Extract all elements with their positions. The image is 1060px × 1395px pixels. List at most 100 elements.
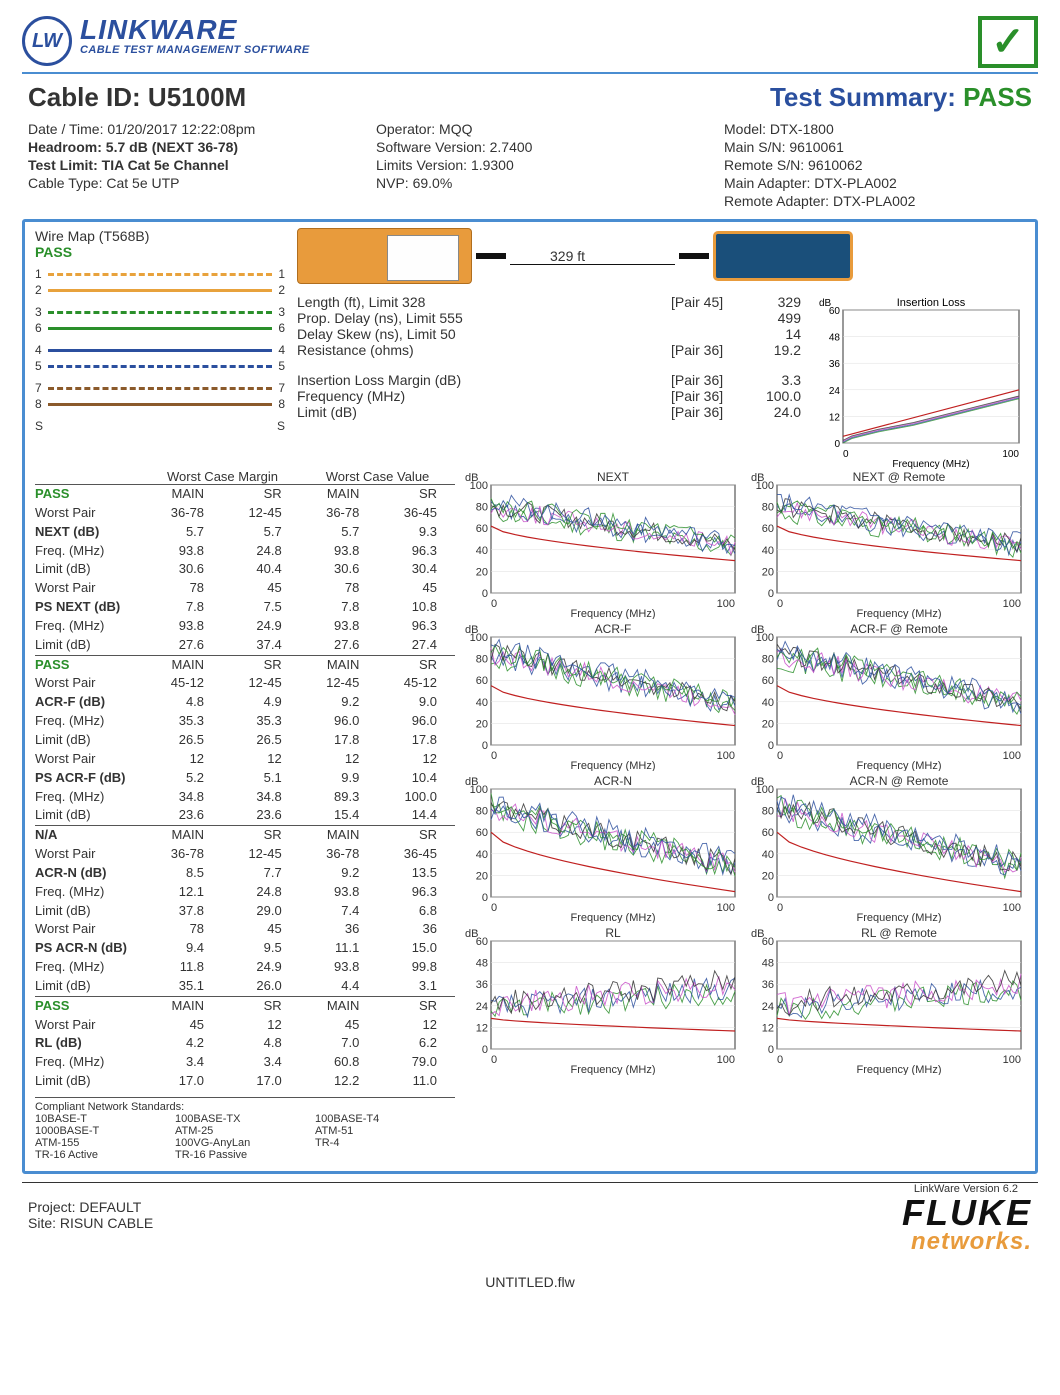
svg-text:Frequency (MHz): Frequency (MHz) (857, 912, 942, 923)
wire-row: 22 (35, 282, 285, 298)
svg-text:40: 40 (476, 545, 488, 557)
svg-text:40: 40 (762, 849, 774, 861)
svg-text:24: 24 (829, 386, 841, 397)
data-row: Freq. (MHz)93.824.893.896.3 (35, 542, 455, 561)
svg-text:40: 40 (762, 697, 774, 709)
svg-text:0: 0 (491, 1054, 497, 1066)
meta-col-3: Model: DTX-1800 Main S/N: 9610061 Remote… (724, 121, 1032, 209)
svg-text:ACR-F: ACR-F (595, 622, 632, 636)
svg-text:Frequency (MHz): Frequency (MHz) (571, 608, 656, 619)
main-tester-icon (297, 228, 472, 284)
svg-text:100: 100 (1003, 902, 1021, 914)
svg-text:0: 0 (777, 902, 783, 914)
cable-id-label: Cable ID: (28, 82, 141, 112)
acrn-remote-chart: 0204060801000Frequency (MHz)100dBACR-N @… (747, 773, 1027, 923)
testlimit-label: Test Limit: (28, 157, 98, 173)
mainsn-label: Main S/N: (724, 139, 785, 155)
remad-label: Remote Adapter: (724, 193, 829, 209)
data-row: Limit (dB)30.640.430.630.4 (35, 560, 455, 579)
measurement-row: Insertion Loss Margin (dB)[Pair 36]3.3 (297, 372, 801, 388)
meta-col-2: Operator: MQQ Software Version: 2.7400 L… (376, 121, 684, 209)
svg-text:Frequency (MHz): Frequency (MHz) (857, 760, 942, 771)
svg-text:40: 40 (762, 545, 774, 557)
datetime-label: Date / Time: (28, 121, 103, 137)
measurement-row: Frequency (MHz)[Pair 36]100.0 (297, 388, 801, 404)
compliant-row: 10BASE-T100BASE-TX100BASE-T4 (35, 1113, 455, 1125)
svg-text:0: 0 (768, 588, 774, 600)
testlimit-value: TIA Cat 5e Channel (102, 157, 229, 173)
acrf-chart: 0204060801000Frequency (MHz)100dBACR-F (461, 621, 741, 771)
data-row: ACR-F (dB)4.84.99.29.0 (35, 693, 455, 712)
svg-text:0: 0 (491, 750, 497, 762)
svg-text:80: 80 (476, 502, 488, 514)
mainad-label: Main Adapter: (724, 175, 810, 191)
svg-text:0: 0 (768, 892, 774, 904)
worst-case-value-header: Worst Case Value (300, 469, 455, 484)
svg-text:dB: dB (465, 776, 478, 788)
logo-main-text: LINKWARE (80, 16, 310, 44)
svg-text:24: 24 (476, 1001, 488, 1013)
measurement-row: Length (ft), Limit 328[Pair 45]329 (297, 294, 801, 310)
site-label: Site: (28, 1215, 56, 1231)
data-row: Worst Pair45124512 (35, 1016, 455, 1035)
operator-value: MQQ (439, 121, 472, 137)
compliant-title: Compliant Network Standards: (35, 1101, 455, 1113)
section-header-row: N/AMAINSRMAINSR (35, 825, 455, 845)
cable-id-value: U5100M (148, 82, 246, 112)
svg-text:60: 60 (476, 675, 488, 687)
linkware-logo: LW LINKWARE CABLE TEST MANAGEMENT SOFTWA… (22, 16, 310, 66)
svg-text:ACR-F @ Remote: ACR-F @ Remote (850, 622, 948, 636)
measurement-row (297, 358, 801, 372)
svg-text:100: 100 (717, 902, 735, 914)
svg-text:ACR-N @ Remote: ACR-N @ Remote (850, 774, 949, 788)
data-row: Limit (dB)26.526.517.817.8 (35, 731, 455, 750)
header-divider (22, 72, 1038, 74)
data-row: Worst Pair36-7812-4536-7836-45 (35, 504, 455, 523)
svg-text:80: 80 (762, 654, 774, 666)
wire-row: 88 (35, 396, 285, 412)
svg-text:Insertion Loss: Insertion Loss (897, 297, 966, 309)
svg-text:48: 48 (829, 333, 841, 344)
svg-text:100: 100 (1003, 598, 1021, 610)
linkware-version: LinkWare Version 6.2 (22, 1182, 1038, 1195)
summary-result: PASS (963, 82, 1032, 112)
svg-text:Frequency (MHz): Frequency (MHz) (857, 1064, 942, 1075)
compliant-standards: Compliant Network Standards: 10BASE-T100… (35, 1097, 455, 1161)
cable-segment (476, 253, 506, 259)
svg-text:60: 60 (762, 827, 774, 839)
svg-text:RL: RL (605, 926, 621, 940)
next-chart: 0204060801000Frequency (MHz)100dBNEXT (461, 469, 741, 619)
headroom-value: 5.7 dB (NEXT 36-78) (106, 139, 238, 155)
svg-text:0: 0 (768, 740, 774, 752)
logo-sub-text: CABLE TEST MANAGEMENT SOFTWARE (80, 44, 310, 56)
svg-text:48: 48 (476, 958, 488, 970)
svg-text:Frequency (MHz): Frequency (MHz) (571, 912, 656, 923)
wire-row: 11 (35, 266, 285, 282)
cabletype-label: Cable Type: (28, 175, 102, 191)
wiremap-status: PASS (35, 244, 285, 260)
svg-text:Frequency (MHz): Frequency (MHz) (571, 1064, 656, 1075)
cable-segment (679, 253, 709, 259)
svg-text:100: 100 (717, 750, 735, 762)
svg-text:dB: dB (465, 624, 478, 636)
svg-text:100: 100 (717, 1054, 735, 1066)
svg-text:80: 80 (476, 806, 488, 818)
project-label: Project: (28, 1199, 75, 1215)
svg-text:dB: dB (751, 472, 764, 484)
svg-text:0: 0 (768, 1044, 774, 1056)
data-row: Freq. (MHz)35.335.396.096.0 (35, 712, 455, 731)
measurements-table: Length (ft), Limit 328[Pair 45]329Prop. … (297, 294, 801, 469)
svg-text:60: 60 (476, 523, 488, 535)
data-row: Limit (dB)37.829.07.46.8 (35, 902, 455, 921)
mainsn-value: 9610061 (789, 139, 844, 155)
report-page: LW LINKWARE CABLE TEST MANAGEMENT SOFTWA… (0, 0, 1060, 1298)
svg-text:80: 80 (762, 806, 774, 818)
worst-case-margin-header: Worst Case Margin (145, 469, 300, 484)
model-value: DTX-1800 (770, 121, 834, 137)
svg-text:RL @ Remote: RL @ Remote (861, 926, 937, 940)
data-row: Worst Pair45-1212-4512-4545-12 (35, 674, 455, 693)
body-frame: Wire Map (T568B) PASS 1122336644557788SS… (22, 219, 1038, 1174)
svg-text:0: 0 (482, 1044, 488, 1056)
headroom-label: Headroom: (28, 139, 102, 155)
next-remote-chart: 0204060801000Frequency (MHz)100dBNEXT @ … (747, 469, 1027, 619)
